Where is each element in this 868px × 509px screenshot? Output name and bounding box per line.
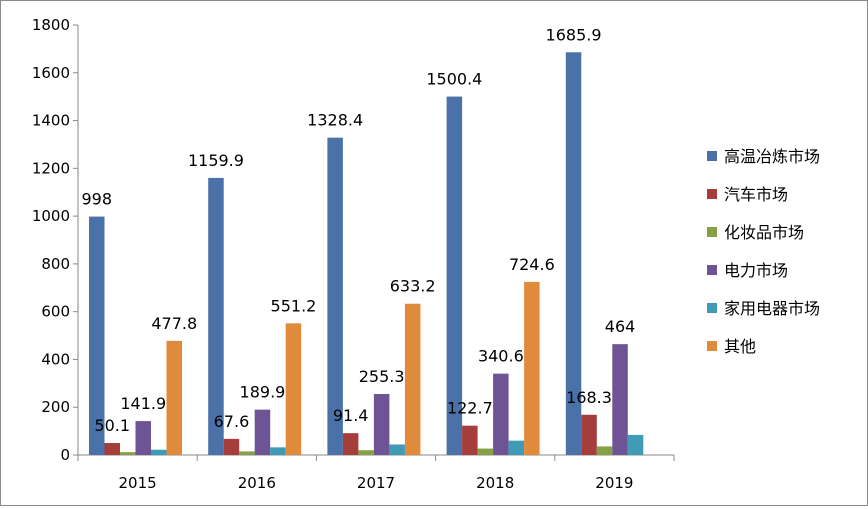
y-tick-label: 1600 (32, 64, 70, 82)
legend-label: 高温冶炼市场 (724, 147, 820, 166)
data-label: 724.6 (509, 255, 555, 274)
legend-swatch (707, 189, 717, 199)
y-tick-label: 800 (41, 255, 70, 273)
bar-3-1 (254, 409, 271, 455)
legend-label: 电力市场 (724, 261, 788, 280)
legend-swatch (707, 151, 717, 161)
bar-1-1 (223, 438, 240, 455)
x-tick-label: 2016 (238, 474, 276, 492)
bar-1-0 (104, 443, 120, 455)
legend-swatch (707, 341, 717, 351)
bar-1-4 (581, 414, 597, 455)
data-label: 91.4 (333, 406, 369, 425)
bar-4-2 (389, 444, 405, 455)
y-tick-label: 1400 (32, 112, 70, 130)
bar-3-2 (373, 394, 390, 455)
bar-2-3 (477, 448, 494, 455)
bar-2-1 (239, 451, 255, 455)
y-tick-label: 600 (41, 303, 70, 321)
y-tick-label: 1800 (32, 16, 70, 34)
data-label: 50.1 (94, 416, 130, 435)
bar-0-3 (446, 96, 463, 456)
x-tick-label: 2015 (119, 474, 157, 492)
data-label: 1685.9 (546, 25, 602, 44)
data-labels: 998 1159.9 1328.4 1500.4 1685.9 50.1 67.6 91.4 1… (81, 25, 635, 435)
legend-label: 汽车市场 (724, 185, 788, 204)
bar-4-4 (627, 434, 644, 455)
data-label: 141.9 (120, 394, 166, 413)
data-label: 189.9 (240, 383, 286, 402)
bar-1-2 (342, 433, 359, 455)
bar-2-4 (596, 446, 613, 455)
bar-5-0 (166, 340, 182, 455)
legend-label: 化妆品市场 (724, 223, 804, 242)
bar-3-0 (135, 421, 151, 455)
data-label: 477.8 (151, 314, 197, 333)
data-label: 67.6 (214, 412, 250, 431)
bar-5-3 (524, 281, 540, 455)
bar-2-0 (120, 452, 136, 455)
bar-5-2 (404, 303, 421, 455)
y-tick-label: 400 (41, 350, 70, 368)
data-label: 1159.9 (188, 151, 244, 170)
data-label: 255.3 (359, 367, 405, 386)
legend-label: 其他 (724, 337, 756, 356)
bar-3-4 (612, 344, 628, 455)
legend-swatch (707, 303, 717, 313)
bar-0-2 (327, 137, 343, 455)
data-label: 998 (81, 190, 112, 209)
y-tick-label: 0 (60, 446, 70, 464)
legend-label: 家用电器市场 (724, 299, 820, 318)
bar-4-0 (151, 449, 167, 455)
bar-3-3 (493, 373, 509, 455)
bar-0-0 (89, 216, 105, 455)
bars (89, 52, 644, 456)
y-tick-label: 1000 (32, 207, 70, 225)
data-label: 1500.4 (426, 70, 482, 89)
data-label: 340.6 (478, 347, 524, 366)
data-label: 464 (605, 317, 636, 336)
data-label: 551.2 (271, 296, 317, 315)
bar-0-4 (565, 52, 582, 455)
data-label: 633.2 (390, 277, 436, 296)
data-label: 1328.4 (307, 111, 363, 130)
legend-swatch (707, 227, 717, 237)
legend-swatch (707, 265, 717, 275)
bar-4-3 (508, 440, 525, 455)
data-label: 168.3 (566, 388, 612, 407)
bar-4-1 (270, 447, 286, 455)
x-tick-label: 2018 (476, 474, 514, 492)
y-tick-label: 1200 (32, 159, 70, 177)
data-label: 122.7 (447, 399, 493, 418)
bar-2-2 (358, 450, 374, 455)
y-tick-label: 200 (41, 398, 70, 416)
axes: 0 200 400 600 800 1000 1200 1400 1600 1800 2015 201… (32, 16, 675, 492)
bar-0-1 (208, 177, 224, 455)
x-tick-label: 2019 (595, 474, 633, 492)
bar-1-3 (462, 425, 478, 455)
bar-5-1 (285, 323, 302, 455)
x-tick-label: 2017 (357, 474, 395, 492)
